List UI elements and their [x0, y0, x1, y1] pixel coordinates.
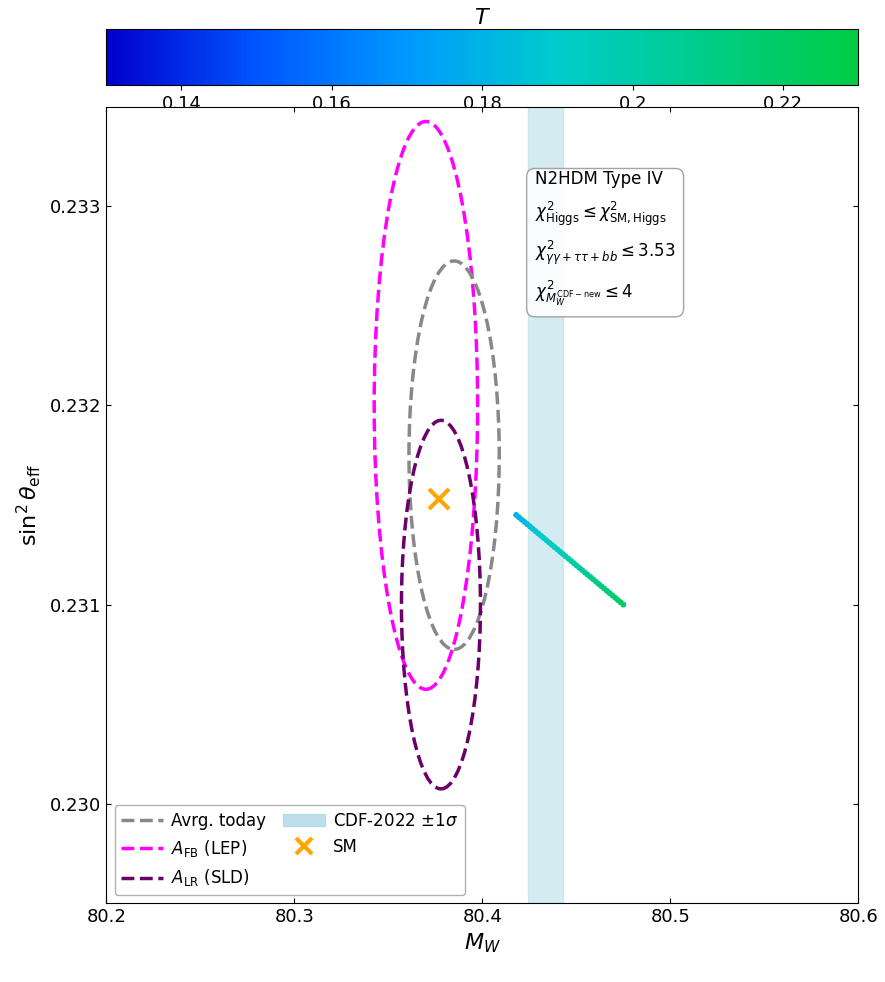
Point	[536, 530, 550, 546]
Point	[543, 534, 557, 550]
Point	[512, 510, 526, 525]
Point	[518, 514, 532, 529]
Bar	[527, 107, 563, 903]
Text: N2HDM Type IV
$\chi^2_{\mathrm{Higgs}} \leq \chi^2_{\mathrm{SM,Higgs}}$
$\chi^2_: N2HDM Type IV $\chi^2_{\mathrm{Higgs}} \…	[535, 170, 675, 308]
Point	[608, 590, 622, 606]
Point	[561, 551, 575, 567]
Point	[573, 560, 587, 575]
Point	[595, 578, 609, 594]
Point	[586, 572, 600, 587]
Point	[514, 512, 528, 527]
Point	[600, 583, 614, 599]
Point	[550, 542, 565, 558]
Y-axis label: $\sin^2 \theta_{\mathrm{eff}}$: $\sin^2 \theta_{\mathrm{eff}}$	[14, 464, 42, 546]
Point	[575, 563, 589, 578]
Point	[605, 587, 620, 603]
Point	[545, 537, 559, 553]
Point	[534, 527, 548, 543]
Point	[558, 549, 573, 565]
Point	[591, 576, 605, 592]
Point	[589, 573, 603, 589]
Point	[613, 594, 627, 610]
Point	[566, 556, 581, 572]
X-axis label: $M_W$: $M_W$	[464, 932, 501, 955]
Point	[556, 546, 570, 562]
Point	[583, 570, 597, 585]
Point	[520, 517, 535, 532]
Point	[539, 532, 553, 548]
Legend: Avrg. today, $A_{\mathrm{FB}}$ (LEP), $A_{\mathrm{LR}}$ (SLD), CDF-2022 $\pm1\si: Avrg. today, $A_{\mathrm{FB}}$ (LEP), $A…	[114, 805, 465, 896]
Point	[581, 567, 595, 582]
Point	[564, 553, 578, 569]
Point	[611, 592, 625, 608]
Point	[578, 565, 592, 580]
Title: $T$: $T$	[473, 8, 491, 27]
Point	[570, 558, 584, 573]
Point	[509, 507, 523, 522]
Point	[531, 525, 545, 541]
Point	[603, 585, 617, 601]
Point	[548, 539, 562, 555]
Point	[526, 520, 540, 536]
Point	[528, 523, 543, 539]
Point	[553, 544, 567, 560]
Point	[597, 580, 612, 596]
Point	[523, 518, 537, 534]
Point	[616, 597, 630, 613]
